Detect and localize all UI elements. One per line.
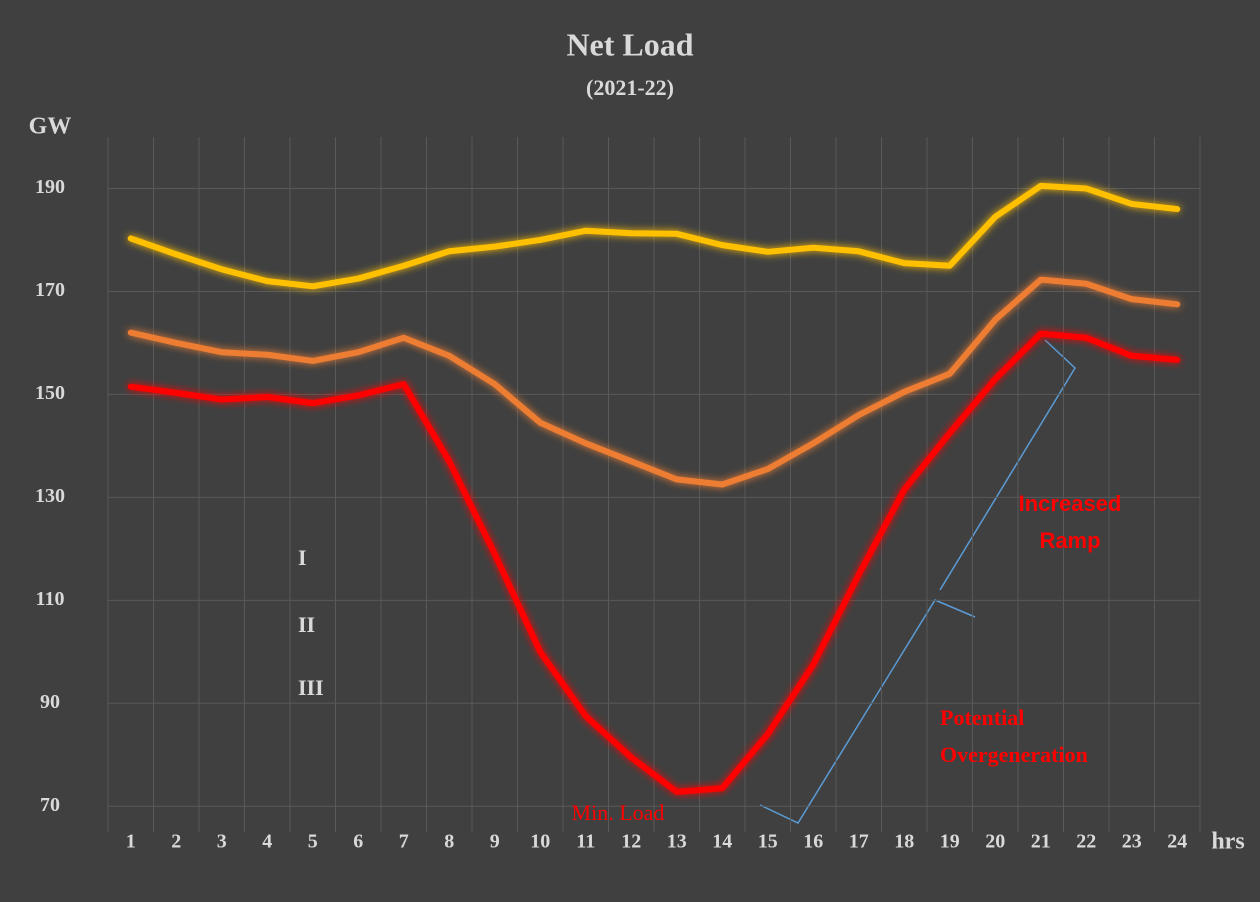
y-tick-label: 170 — [35, 279, 65, 301]
annotation: Min. Load — [572, 800, 665, 825]
y-tick-label: 110 — [36, 588, 65, 610]
x-tick-label: 13 — [667, 831, 687, 853]
x-tick-label: 6 — [353, 831, 363, 853]
x-tick-label: 10 — [530, 831, 550, 853]
legend-label: I — [298, 545, 307, 570]
x-tick-label: 22 — [1076, 831, 1096, 853]
x-tick-label: 11 — [576, 831, 595, 853]
annotation: Ramp — [1039, 528, 1100, 553]
x-tick-label: 9 — [490, 831, 500, 853]
annotation: Increased — [1019, 491, 1122, 516]
x-tick-label: 17 — [849, 831, 869, 853]
x-tick-label: 2 — [171, 831, 181, 853]
x-tick-label: 18 — [894, 831, 914, 853]
brace-overgeneration — [759, 599, 976, 824]
y-tick-label: 90 — [40, 691, 60, 713]
x-tick-label: 24 — [1167, 831, 1187, 853]
x-tick-label: 14 — [712, 831, 732, 853]
y-tick-label: 70 — [40, 794, 60, 816]
legend-label: III — [298, 675, 324, 700]
x-tick-label: 21 — [1031, 831, 1051, 853]
x-axis-label: hrs — [1211, 829, 1244, 855]
brace-ramp — [939, 339, 1076, 591]
x-tick-label: 15 — [758, 831, 778, 853]
y-axis-label: GW — [29, 114, 72, 140]
y-tick-label: 150 — [35, 382, 65, 404]
chart-subtitle: (2021-22) — [586, 75, 674, 100]
x-tick-label: 19 — [940, 831, 960, 853]
x-tick-label: 20 — [985, 831, 1005, 853]
x-tick-label: 16 — [803, 831, 823, 853]
x-tick-label: 12 — [621, 831, 641, 853]
x-tick-label: 23 — [1122, 831, 1142, 853]
x-tick-label: 1 — [126, 831, 136, 853]
x-tick-label: 8 — [444, 831, 454, 853]
x-tick-label: 5 — [308, 831, 318, 853]
annotation: Overgeneration — [940, 742, 1088, 767]
series-line — [127, 276, 1181, 488]
x-tick-label: 4 — [262, 831, 272, 853]
x-tick-label: 3 — [217, 831, 227, 853]
chart-title: Net Load — [566, 26, 693, 62]
y-tick-label: 190 — [35, 176, 65, 198]
y-tick-label: 130 — [35, 485, 65, 507]
legend-label: II — [298, 612, 315, 637]
x-tick-label: 7 — [399, 831, 409, 853]
series-line — [127, 182, 1181, 290]
series-line — [127, 330, 1181, 795]
annotation: Potential — [940, 705, 1024, 730]
